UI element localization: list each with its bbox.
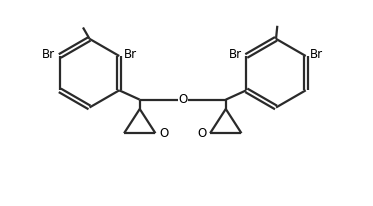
Text: Br: Br: [124, 48, 137, 61]
Text: O: O: [159, 127, 168, 140]
Text: Br: Br: [310, 48, 323, 61]
Text: O: O: [178, 93, 187, 106]
Text: Br: Br: [42, 48, 55, 61]
Text: Br: Br: [229, 48, 242, 61]
Text: O: O: [197, 127, 206, 140]
